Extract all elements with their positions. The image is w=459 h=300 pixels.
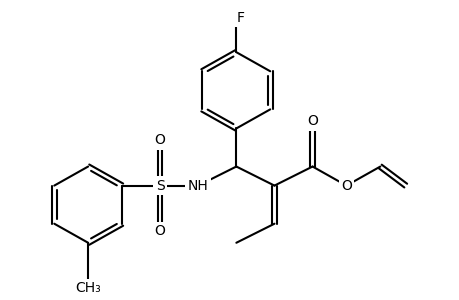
Text: NH: NH	[187, 178, 208, 193]
Text: O: O	[154, 224, 165, 238]
Text: O: O	[307, 114, 317, 128]
Text: O: O	[340, 178, 351, 193]
Text: F: F	[236, 11, 244, 25]
Text: CH₃: CH₃	[75, 281, 101, 295]
Text: S: S	[156, 178, 164, 193]
Text: O: O	[154, 134, 165, 148]
